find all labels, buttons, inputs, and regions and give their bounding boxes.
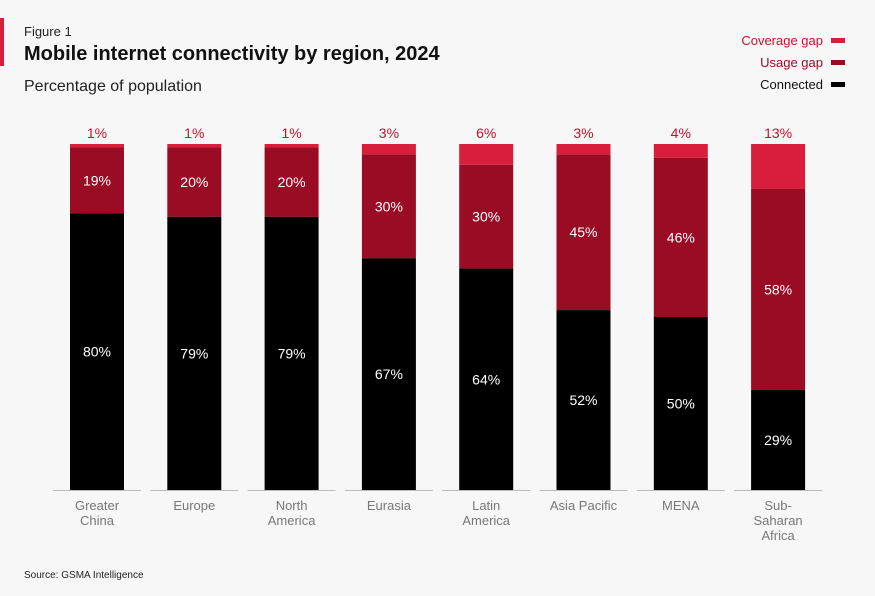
label-usage_gap-7: 58% bbox=[764, 281, 792, 297]
label-usage_gap-2: 20% bbox=[278, 174, 306, 190]
label-coverage_gap-1: 1% bbox=[184, 125, 204, 141]
legend-swatch-connected bbox=[831, 81, 845, 87]
bar-usage_gap-5 bbox=[556, 154, 611, 311]
legend-item-coverage-gap: Coverage gap bbox=[741, 29, 845, 51]
bar-usage_gap-3 bbox=[361, 154, 416, 259]
bar-connected-3 bbox=[361, 258, 416, 490]
label-usage_gap-3: 30% bbox=[375, 198, 403, 214]
category-label-2-1: America bbox=[268, 513, 316, 528]
label-connected-2: 79% bbox=[278, 345, 306, 361]
bar-connected-7 bbox=[751, 389, 806, 490]
bar-connected-1 bbox=[167, 216, 222, 490]
legend: Coverage gap Usage gap Connected bbox=[741, 29, 845, 95]
label-coverage_gap-6: 4% bbox=[671, 125, 691, 141]
accent-bar bbox=[0, 18, 4, 66]
category-label-7-2: Africa bbox=[761, 528, 795, 543]
label-usage_gap-4: 30% bbox=[472, 209, 500, 225]
bar-usage_gap-6 bbox=[653, 157, 708, 317]
bar-coverage_gap-3 bbox=[361, 144, 416, 155]
figure-label: Figure 1 bbox=[24, 24, 72, 39]
label-connected-4: 64% bbox=[472, 371, 500, 387]
category-label-4-0: Latin bbox=[472, 498, 500, 513]
bar-coverage_gap-6 bbox=[653, 144, 708, 158]
category-label-4-1: America bbox=[462, 513, 510, 528]
category-label-6-0: MENA bbox=[662, 498, 700, 513]
chart-title: Mobile internet connectivity by region, … bbox=[24, 43, 440, 65]
bar-usage_gap-4 bbox=[459, 164, 514, 269]
bar-coverage_gap-5 bbox=[556, 144, 611, 155]
bar-connected-5 bbox=[556, 310, 611, 490]
bar-usage_gap-0 bbox=[70, 147, 124, 214]
label-usage_gap-6: 46% bbox=[667, 229, 695, 245]
bar-connected-2 bbox=[264, 216, 319, 490]
label-coverage_gap-7: 13% bbox=[764, 125, 792, 141]
legend-swatch-coverage-gap bbox=[831, 37, 845, 43]
bar-usage_gap-1 bbox=[167, 147, 222, 217]
label-coverage_gap-2: 1% bbox=[281, 125, 301, 141]
bar-coverage_gap-7 bbox=[751, 144, 806, 189]
source-note: Source: GSMA Intelligence bbox=[24, 570, 144, 581]
chart-subtitle: Percentage of population bbox=[24, 78, 202, 95]
bar-coverage_gap-4 bbox=[459, 144, 514, 165]
category-label-3-0: Eurasia bbox=[367, 498, 412, 513]
legend-item-usage-gap: Usage gap bbox=[741, 51, 845, 73]
category-label-0-1: China bbox=[80, 513, 115, 528]
bar-coverage_gap-1 bbox=[167, 144, 222, 148]
bar-coverage_gap-2 bbox=[264, 144, 319, 148]
label-coverage_gap-0: 1% bbox=[87, 125, 107, 141]
label-usage_gap-0: 19% bbox=[83, 172, 111, 188]
label-connected-1: 79% bbox=[180, 345, 208, 361]
bar-usage_gap-2 bbox=[264, 147, 319, 217]
label-usage_gap-1: 20% bbox=[180, 174, 208, 190]
category-label-5-0: Asia Pacific bbox=[550, 498, 618, 513]
legend-item-connected: Connected bbox=[741, 73, 845, 95]
legend-swatch-usage-gap bbox=[831, 59, 845, 65]
label-connected-3: 67% bbox=[375, 366, 403, 382]
bar-coverage_gap-0 bbox=[70, 144, 124, 148]
label-connected-6: 50% bbox=[667, 396, 695, 412]
legend-label-connected: Connected bbox=[760, 76, 823, 92]
category-label-0-0: Greater bbox=[75, 498, 120, 513]
label-connected-0: 80% bbox=[83, 344, 111, 360]
bar-connected-4 bbox=[459, 268, 514, 490]
legend-label-usage-gap: Usage gap bbox=[760, 54, 823, 70]
label-coverage_gap-4: 6% bbox=[476, 125, 496, 141]
legend-label-coverage-gap: Coverage gap bbox=[741, 32, 823, 48]
bar-usage_gap-7 bbox=[751, 188, 806, 390]
bar-connected-0 bbox=[70, 213, 124, 490]
label-coverage_gap-5: 3% bbox=[573, 125, 593, 141]
bar-connected-6 bbox=[653, 317, 708, 490]
category-label-2-0: North bbox=[276, 498, 308, 513]
category-label-7-1: Saharan bbox=[754, 513, 803, 528]
label-usage_gap-5: 45% bbox=[569, 224, 597, 240]
label-coverage_gap-3: 3% bbox=[379, 125, 399, 141]
category-label-1-0: Europe bbox=[173, 498, 215, 513]
label-connected-5: 52% bbox=[569, 392, 597, 408]
label-connected-7: 29% bbox=[764, 432, 792, 448]
category-label-7-0: Sub- bbox=[764, 498, 791, 513]
